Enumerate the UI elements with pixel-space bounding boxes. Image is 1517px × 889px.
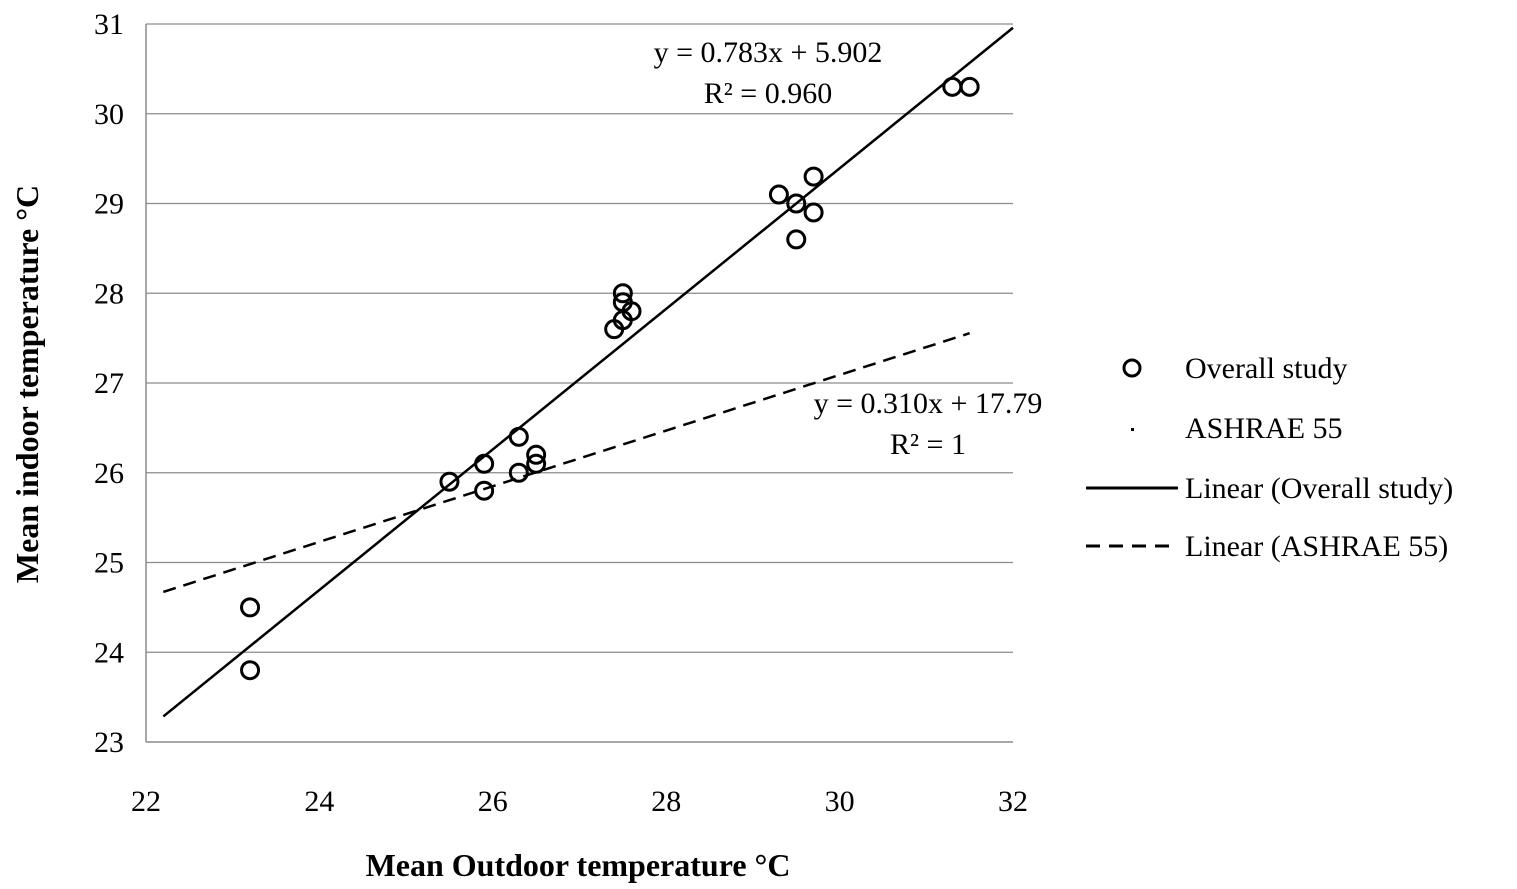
trendline-ashrae — [162, 331, 971, 594]
data-point-0-8 — [526, 453, 547, 474]
legend: Overall study ASHRAE 55 Linear (Overall … — [1086, 352, 1453, 563]
y-tick-labels: 23 24 25 26 27 28 29 30 31 — [94, 8, 124, 759]
x-tick-label-24: 24 — [304, 785, 334, 818]
y-tick-label-26: 26 — [94, 457, 124, 490]
data-points — [240, 76, 980, 681]
equation-ashrae-line2: R² = 1 — [890, 428, 966, 461]
data-point-0-18 — [786, 229, 807, 250]
data-point-0-2 — [439, 471, 460, 492]
data-point-0-4 — [474, 480, 495, 501]
data-point-0-6 — [508, 462, 529, 483]
legend-item-ashrae: ASHRAE 55 — [1131, 412, 1343, 445]
legend-label-linear-overall: Linear (Overall study) — [1185, 472, 1453, 505]
data-point-0-0 — [240, 597, 261, 618]
x-tick-labels: 22 24 26 28 30 32 — [131, 785, 1028, 818]
y-tick-label-31: 31 — [94, 8, 124, 41]
legend-marker-open-circle — [1122, 358, 1142, 378]
equation-overall-study: y = 0.783x + 5.902 R² = 0.960 — [654, 36, 883, 110]
data-point-0-3 — [474, 453, 495, 474]
y-tick-label-29: 29 — [94, 188, 124, 221]
y-tick-label-24: 24 — [94, 636, 124, 669]
equation-overall-line2: R² = 0.960 — [704, 77, 832, 110]
data-point-0-16 — [803, 166, 824, 187]
x-tick-label-26: 26 — [478, 785, 508, 818]
y-tick-label-30: 30 — [94, 98, 124, 131]
grid-lines — [146, 23, 1013, 653]
legend-item-linear-overall: Linear (Overall study) — [1086, 472, 1453, 505]
equation-ashrae-line1: y = 0.310x + 17.79 — [814, 387, 1043, 420]
axes — [145, 24, 1013, 743]
y-tick-label-28: 28 — [94, 277, 124, 310]
data-point-0-20 — [959, 76, 980, 97]
legend-label-overall-study: Overall study — [1185, 352, 1347, 385]
y-axis-title: Mean indoor temperature °C — [9, 185, 45, 583]
data-point-0-5 — [508, 426, 529, 447]
legend-label-linear-ashrae: Linear (ASHRAE 55) — [1185, 530, 1448, 563]
legend-item-linear-ashrae: Linear (ASHRAE 55) — [1086, 530, 1448, 563]
legend-marker-dot — [1131, 428, 1134, 431]
legend-label-ashrae: ASHRAE 55 — [1185, 412, 1343, 445]
data-point-0-1 — [240, 660, 261, 681]
trendline-overall-study — [162, 26, 1014, 718]
data-point-0-19 — [942, 76, 963, 97]
x-tick-label-22: 22 — [131, 785, 161, 818]
x-axis-title: Mean Outdoor temperature °C — [366, 847, 791, 883]
data-point-0-7 — [526, 444, 547, 465]
x-tick-label-32: 32 — [998, 785, 1028, 818]
equation-overall-line1: y = 0.783x + 5.902 — [654, 36, 883, 69]
y-tick-label-27: 27 — [94, 367, 124, 400]
data-point-0-14 — [768, 184, 789, 205]
data-point-0-12 — [612, 292, 633, 313]
y-tick-label-23: 23 — [94, 726, 124, 759]
x-tick-label-28: 28 — [651, 785, 681, 818]
x-tick-label-30: 30 — [825, 785, 855, 818]
data-point-0-17 — [803, 202, 824, 223]
trendlines — [162, 26, 1014, 718]
data-point-0-15 — [786, 193, 807, 214]
data-point-0-13 — [612, 283, 633, 304]
y-tick-label-25: 25 — [94, 547, 124, 580]
legend-item-overall-study: Overall study — [1122, 352, 1347, 385]
equation-ashrae: y = 0.310x + 17.79 R² = 1 — [814, 387, 1043, 461]
